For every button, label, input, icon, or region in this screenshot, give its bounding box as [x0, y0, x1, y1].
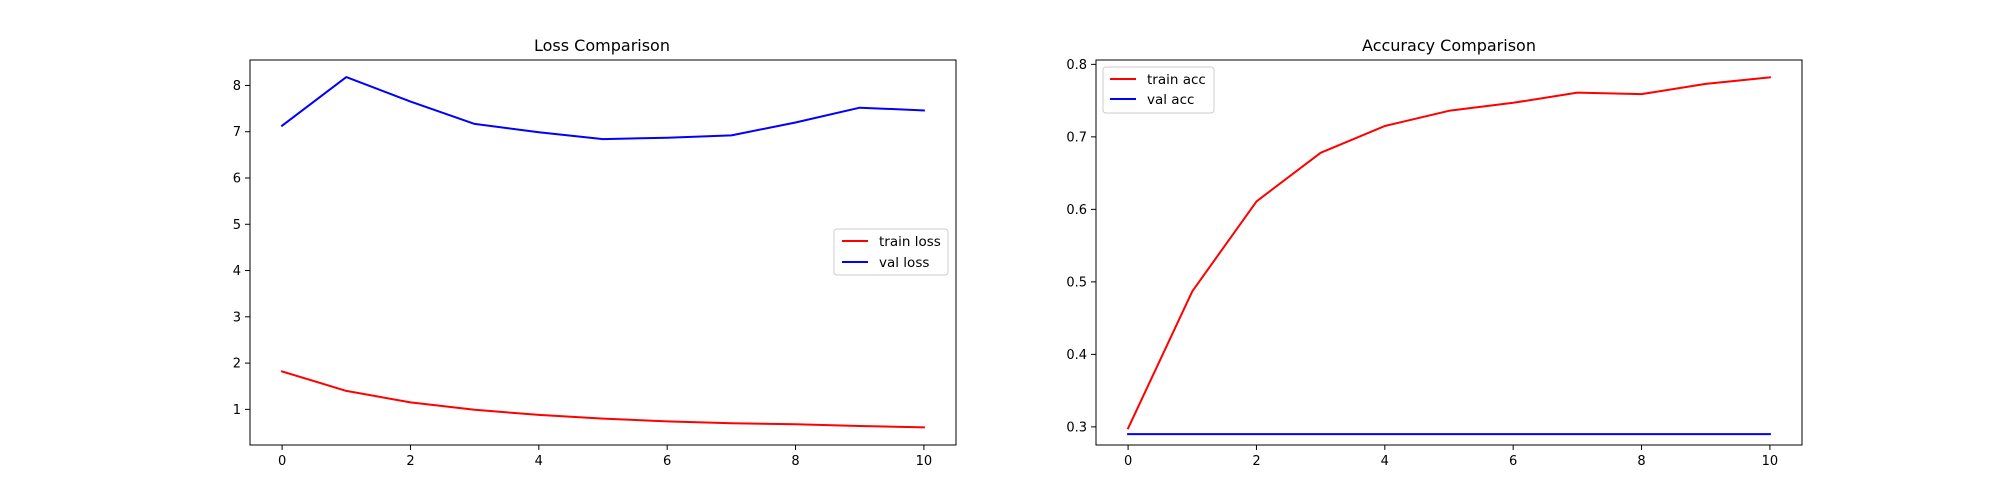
loss-y-tick-label: 5	[233, 218, 241, 233]
loss-x-tick-label: 6	[663, 454, 671, 469]
accuracy-plot-frame	[1095, 59, 1803, 446]
legend-label-train-loss: train loss	[879, 234, 941, 250]
loss-x-tick-label: 10	[916, 454, 933, 469]
loss-y-tick-label: 4	[233, 264, 241, 279]
accuracy-lines	[1126, 76, 1771, 436]
accuracy-x-tick-label: 10	[1762, 454, 1779, 469]
accuracy-y-tick-label: 0.8	[1066, 58, 1087, 73]
accuracy-chart: Accuracy Comparison 0 2 4 6 8 100.30.40.50.60…	[1066, 36, 1803, 469]
series-line-train-loss	[280, 370, 925, 429]
accuracy-x-tick-label: 6	[1509, 454, 1517, 469]
loss-legend: train loss val loss	[833, 228, 949, 276]
accuracy-y-tick-label: 0.6	[1066, 203, 1087, 218]
accuracy-ticks: 0 2 4 6 8 10 0.3 0.4 0.5 0.6 0.7 0.8	[1066, 58, 1778, 469]
accuracy-y-tick-label: 0.7	[1066, 130, 1087, 145]
loss-x-tick-label: 2	[406, 454, 414, 469]
loss-x-tick-label: 0	[278, 454, 286, 469]
accuracy-y-tick-label: 0.3	[1066, 420, 1087, 435]
loss-y-tick-label: 1	[233, 403, 241, 418]
legend-label-val-acc: val acc	[1147, 92, 1194, 108]
accuracy-x-tick-label: 4	[1381, 454, 1389, 469]
accuracy-y-tick-label: 0.4	[1066, 348, 1087, 363]
series-line-val-loss	[280, 76, 925, 141]
loss-y-tick-label: 3	[233, 310, 241, 325]
loss-plot-frame	[249, 59, 957, 446]
accuracy-y-tick-label: 0.5	[1066, 275, 1087, 290]
loss-y-tick-label: 2	[233, 357, 241, 372]
series-line-train-acc	[1126, 76, 1771, 430]
loss-x-tick-label: 8	[791, 454, 799, 469]
loss-y-tick-label: 8	[233, 79, 241, 94]
accuracy-x-tick-label: 8	[1637, 454, 1645, 469]
legend-label-val-loss: val loss	[879, 255, 929, 271]
loss-x-tick-label: 4	[535, 454, 543, 469]
legend-label-train-acc: train acc	[1147, 72, 1206, 88]
accuracy-chart-title: Accuracy Comparison	[1362, 36, 1536, 55]
accuracy-x-tick-label: 2	[1252, 454, 1260, 469]
loss-lines	[280, 76, 925, 429]
accuracy-legend: train acc val acc	[1102, 66, 1215, 114]
loss-chart-title: Loss Comparison	[534, 36, 670, 55]
loss-y-tick-label: 6	[233, 171, 241, 186]
accuracy-x-tick-label: 0	[1124, 454, 1132, 469]
loss-y-tick-label: 7	[233, 125, 241, 140]
